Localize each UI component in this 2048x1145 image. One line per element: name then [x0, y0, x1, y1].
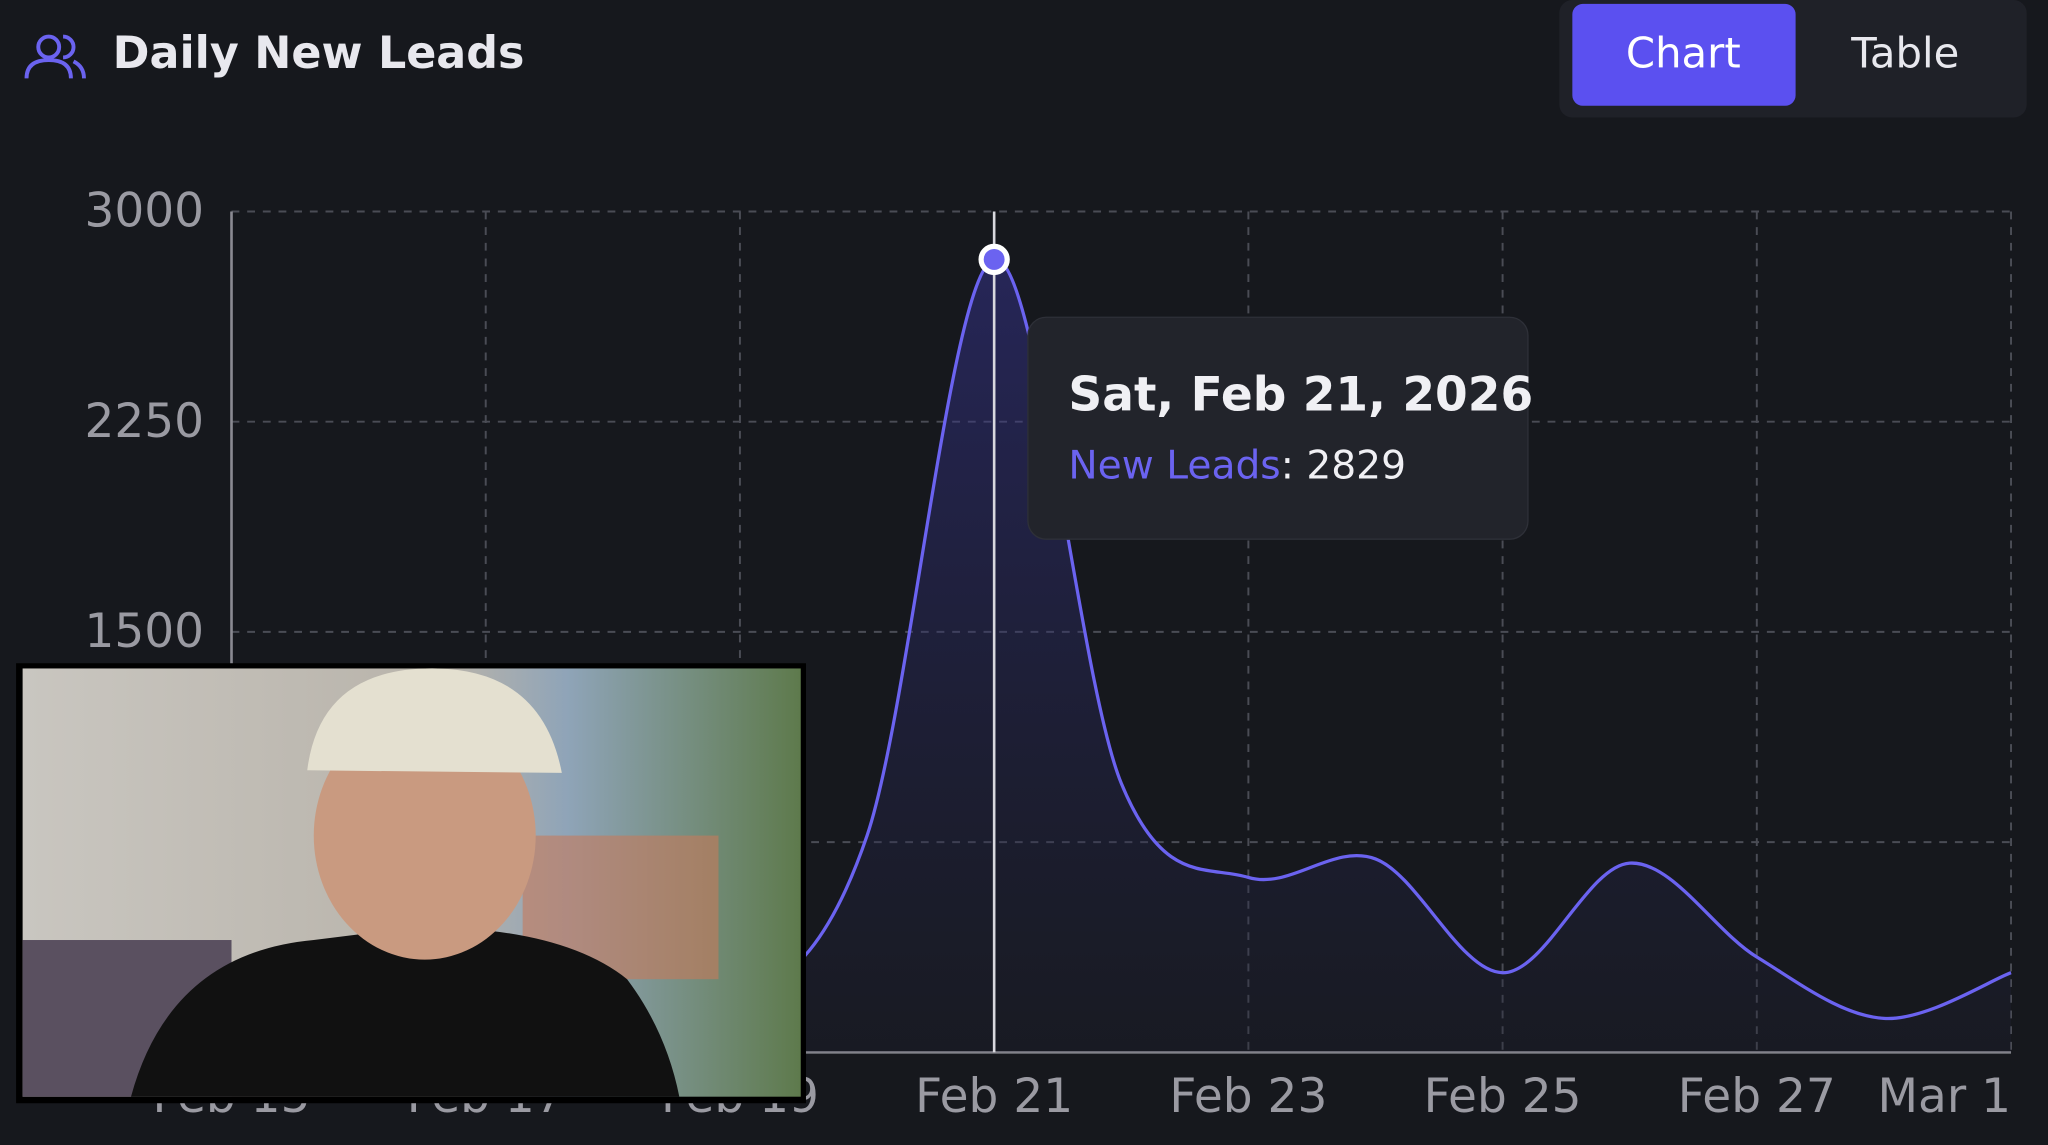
tab-table[interactable]: Table: [1850, 29, 1959, 78]
y-tick-label: 1500: [84, 604, 204, 659]
y-tick-label: 3000: [84, 184, 204, 239]
webcam-person-cap: [307, 668, 562, 773]
tooltip-row: New Leads: 2829: [1068, 443, 1406, 488]
x-tick-label: Feb 27: [1678, 1069, 1836, 1124]
tooltip-box: [1027, 316, 1529, 540]
tooltip-value: 2829: [1306, 443, 1406, 488]
tooltip-sep: :: [1281, 443, 1307, 488]
webcam-person-body: [130, 926, 680, 1097]
tab-chart-bg[interactable]: [1572, 3, 1796, 106]
tooltip-date: Sat, Feb 21, 2026: [1068, 368, 1533, 423]
area: [231, 259, 2012, 1053]
users-icon: [24, 34, 86, 79]
tooltip: Sat, Feb 21, 2026 New Leads: 2829: [1027, 316, 1533, 540]
webcam-overlay: [16, 663, 806, 1104]
x-tick-label: Feb 21: [915, 1069, 1073, 1124]
y-tick-label: 2250: [84, 394, 204, 449]
tab-chart[interactable]: Chart: [1626, 29, 1741, 78]
x-tick-label: Feb 23: [1169, 1069, 1327, 1124]
hover-point: [978, 243, 1010, 276]
x-tick-label: Mar 1: [1877, 1069, 2011, 1124]
tooltip-series: New Leads: [1068, 443, 1280, 488]
webcam-person-face: [313, 711, 536, 960]
page-title: Daily New Leads: [113, 28, 525, 79]
x-tick-label: Feb 25: [1424, 1069, 1582, 1124]
